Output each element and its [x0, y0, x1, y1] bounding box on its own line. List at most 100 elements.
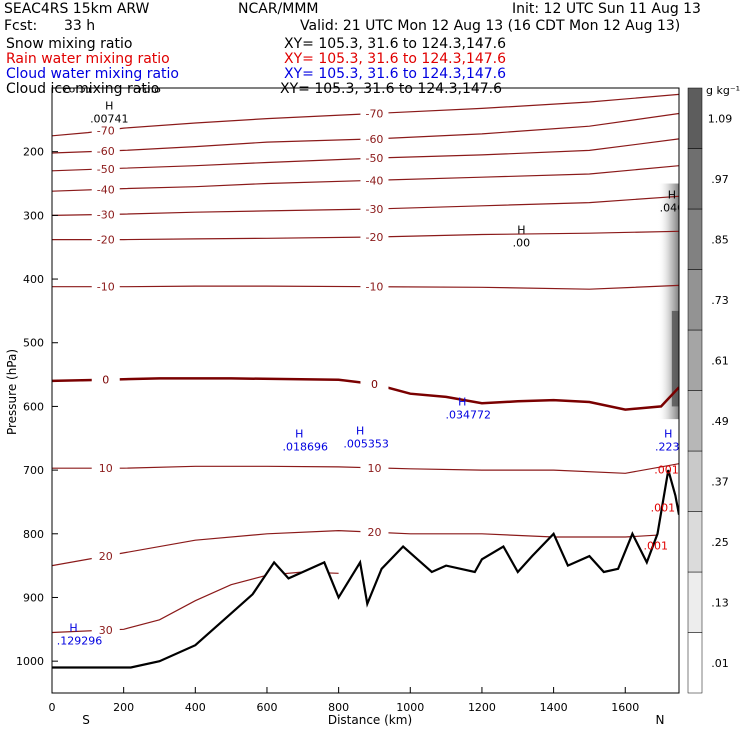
colorbar-label: .97: [711, 173, 729, 186]
cloud-water-max-value: .129296: [57, 635, 103, 648]
y-tick-label: 1000: [16, 655, 44, 668]
isotherm-label: 0: [102, 374, 109, 387]
isotherm-label: -30: [365, 203, 383, 216]
isotherm-label: 20: [367, 526, 381, 539]
isotherm-label: -20: [365, 231, 383, 244]
isotherm-label-bg: [360, 131, 389, 145]
colorbar-swatch: [687, 571, 703, 633]
y-tick-label: 600: [23, 400, 44, 413]
cloud-water-max-marker: H: [69, 622, 77, 635]
y-tick-label: 700: [23, 464, 44, 477]
cloud-water-max-marker: H: [295, 427, 303, 440]
isotherm-label: -70: [365, 107, 383, 120]
isotherm-label: -20: [97, 234, 115, 247]
colorbar-label: .61: [711, 354, 729, 367]
isotherm-minus-60: [52, 112, 679, 154]
isotherm-label-bg: [360, 106, 389, 120]
colorbar-swatch: [687, 269, 703, 331]
isotherm-label-bg: [91, 549, 120, 563]
x-tick-label: 1600: [611, 701, 639, 714]
isotherm-minus-20: [52, 230, 679, 241]
y-tick-label: 800: [23, 528, 44, 541]
isotherm-minus-10: [52, 284, 679, 290]
colorbar-swatch: [687, 329, 703, 391]
forecast-label: Fcst:: [4, 18, 38, 34]
legend-snow: Snow mixing ratio: [6, 36, 133, 52]
direction-north: N: [656, 713, 665, 727]
rain-contour-label: .001: [643, 540, 668, 553]
terrain-line: [52, 469, 679, 669]
snow-contour-label: 76.51: [61, 82, 93, 95]
colorbar-label: .73: [711, 294, 729, 307]
isotherm-label-bg: [360, 279, 389, 293]
legend-cloud-ice: Cloud ice mixing ratio: [6, 81, 160, 97]
isotherm-label: -40: [365, 174, 383, 187]
isotherm-label: -50: [365, 152, 383, 165]
colorbar-label: .25: [711, 536, 729, 549]
colorbar-swatch: [687, 87, 703, 149]
terrain-fill: [52, 470, 679, 693]
isotherm-label-bg: [360, 202, 389, 215]
legend-cloud-water: Cloud water mixing ratio: [6, 66, 179, 82]
plot-frame: [51, 87, 680, 694]
y-tick-label: 200: [23, 146, 44, 159]
isotherm-30: [52, 571, 339, 634]
cloud-water-max-marker: H: [664, 427, 672, 440]
valid-time: Valid: 21 UTC Mon 12 Aug 13 (16 CDT Mon …: [300, 18, 681, 34]
colorbar-label: .37: [711, 475, 729, 488]
isotherm-label: 20: [99, 550, 113, 563]
isotherm-label: 30: [99, 624, 113, 637]
forecast-hours: 33 h: [64, 18, 96, 34]
rain-contour-label: .0011: [654, 463, 686, 476]
org-title: NCAR/MMM: [238, 1, 319, 17]
y-tick-label: 300: [23, 209, 44, 222]
isotherm-label: -10: [365, 281, 383, 294]
isotherm-label: 10: [99, 462, 113, 475]
x-tick-label: 1200: [468, 701, 496, 714]
isotherm-label-bg: [360, 230, 389, 244]
colorbar-swatch: [687, 450, 703, 512]
cloud-ice-core: [671, 310, 679, 407]
legend-rain: Rain water mixing ratio: [6, 51, 170, 67]
colorbar-label: .13: [711, 596, 729, 609]
x-tick-label: 1400: [540, 701, 568, 714]
isotherm-label: -60: [365, 133, 383, 146]
isotherm-label-bg: [360, 460, 389, 474]
isotherm-label: -50: [97, 163, 115, 176]
isotherm-label-bg: [91, 161, 120, 175]
isotherm-label-bg: [91, 372, 120, 386]
snow-contour-label: 76.8: [136, 82, 161, 95]
x-tick-label: 600: [256, 701, 277, 714]
init-time: Init: 12 UTC Sun 11 Aug 13: [512, 1, 701, 17]
colorbar-swatch: [687, 511, 703, 573]
colorbar-label: .85: [711, 233, 729, 246]
isotherm-minus-40: [52, 165, 679, 192]
isotherm-label-bg: [91, 623, 120, 637]
direction-south: S: [82, 713, 90, 727]
cloud-water-max-value: .22372: [655, 440, 694, 453]
isotherm-label: -60: [97, 145, 115, 158]
x-tick-label: 800: [328, 701, 349, 714]
isotherm-label-bg: [91, 279, 120, 293]
isotherm-minus-50: [52, 138, 679, 172]
x-tick-label: 400: [185, 701, 206, 714]
isotherm-label-bg: [91, 182, 120, 196]
snow-max-value: .00741: [90, 112, 129, 125]
colorbar-swatch: [687, 390, 703, 452]
colorbar-swatch: [687, 208, 703, 270]
snow-max-value: .00: [513, 237, 531, 250]
isotherm-label: 0: [371, 378, 378, 391]
colorbar-unit: g kg⁻¹: [706, 84, 740, 97]
isotherm-label: -10: [97, 281, 115, 294]
x-tick-label: 1000: [396, 701, 424, 714]
x-axis-title: Distance (km): [328, 713, 412, 727]
colorbar-label: .49: [711, 415, 729, 428]
y-axis-title: Pressure (hPa): [5, 349, 19, 435]
isotherm-label: -40: [97, 183, 115, 196]
isotherm-label-bg: [91, 461, 120, 475]
isotherm-label: 10: [367, 462, 381, 475]
cloud-water-xy: XY= 105.3, 31.6 to 124.3,147.6: [284, 66, 507, 82]
x-tick-label: 0: [49, 701, 56, 714]
isotherm-label-bg: [91, 232, 120, 246]
